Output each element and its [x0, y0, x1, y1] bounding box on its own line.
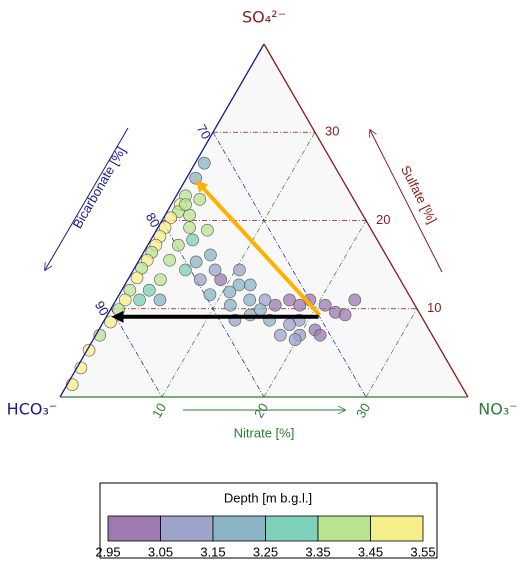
axis-label: Bicarbonate [%] — [70, 144, 129, 231]
colorbar-tick-label: 3.05 — [148, 544, 173, 559]
data-point — [133, 293, 146, 307]
arrow — [202, 187, 322, 317]
colorbar-swatch — [107, 515, 161, 542]
left-edge — [59, 43, 265, 398]
data-point — [203, 288, 217, 301]
data-point — [283, 318, 296, 331]
data-point — [172, 238, 185, 252]
data-point — [233, 263, 246, 277]
data-point — [142, 283, 156, 297]
data-point — [313, 328, 327, 342]
data-point — [179, 198, 192, 211]
data-point — [243, 278, 257, 292]
colorbar-tick-label: 3.55 — [410, 544, 435, 559]
data-point — [189, 255, 203, 269]
right-edge — [263, 43, 469, 398]
colorbar-tick-label: 2.95 — [95, 544, 120, 559]
data-point — [224, 298, 237, 312]
colorbar-swatch — [265, 515, 319, 542]
plot-layer — [65, 131, 418, 398]
vertex-label: NO₃⁻ — [478, 400, 517, 419]
colorbar-title: Depth [m b.g.l.] — [224, 490, 312, 505]
axis-label: Nitrate [%] — [234, 425, 295, 440]
data-point — [193, 273, 207, 286]
data-point — [283, 293, 296, 307]
data-point — [153, 293, 167, 307]
colorbar-tick-label: 3.45 — [358, 544, 383, 559]
tick-label: 30 — [353, 400, 373, 420]
data-point — [179, 263, 192, 277]
data-point — [274, 328, 287, 342]
colorbar-tick-label: 3.35 — [305, 544, 330, 559]
tick-label: 20 — [251, 400, 271, 420]
data-point — [164, 211, 177, 225]
grid-line — [365, 308, 418, 398]
data-point — [104, 315, 117, 329]
colorbar-swatch — [212, 515, 266, 542]
colorbar-tick-label: 3.25 — [253, 544, 278, 559]
data-point — [201, 223, 214, 237]
data-point — [254, 303, 267, 316]
tick-label: 70 — [194, 122, 214, 142]
vertex-label: HCO₃⁻ — [7, 400, 58, 419]
data-point — [154, 273, 167, 286]
data-point — [243, 293, 257, 307]
data-point — [82, 343, 96, 357]
data-point — [348, 293, 362, 307]
data-point — [318, 298, 332, 312]
colorbar-swatch — [317, 515, 371, 542]
tick-label: 10 — [427, 300, 441, 315]
data-point — [163, 253, 176, 267]
arrow-head — [195, 179, 209, 193]
data-point — [183, 221, 196, 234]
data-point — [223, 285, 237, 299]
axis-arrow — [45, 127, 129, 270]
data-point — [130, 271, 144, 285]
arrow-head — [111, 310, 124, 323]
data-point — [118, 293, 132, 307]
data-point — [338, 308, 352, 322]
tick-label: 80 — [143, 210, 163, 230]
axis-label: Sulfate [%] — [398, 163, 440, 226]
data-point — [208, 263, 222, 277]
data-point — [268, 298, 282, 312]
data-point — [193, 193, 207, 206]
tick-label: 30 — [325, 124, 339, 139]
grid-line — [110, 308, 163, 398]
data-point — [186, 233, 199, 247]
data-point — [198, 156, 211, 170]
vertex-label: SO₄²⁻ — [242, 8, 286, 27]
axis-arrow — [370, 130, 443, 273]
tick-label: 90 — [92, 298, 112, 318]
data-point — [65, 378, 79, 391]
tick-label: 10 — [149, 400, 169, 420]
data-point — [183, 208, 196, 222]
colorbar-tick-label: 3.15 — [200, 544, 225, 559]
colorbar-swatch — [370, 515, 424, 542]
colorbar-swatch — [160, 515, 214, 542]
data-point — [204, 248, 217, 262]
data-point — [214, 273, 227, 286]
data-point — [288, 333, 302, 346]
grid-line — [212, 132, 367, 398]
tick-label: 20 — [376, 212, 390, 227]
data-point — [293, 298, 307, 312]
